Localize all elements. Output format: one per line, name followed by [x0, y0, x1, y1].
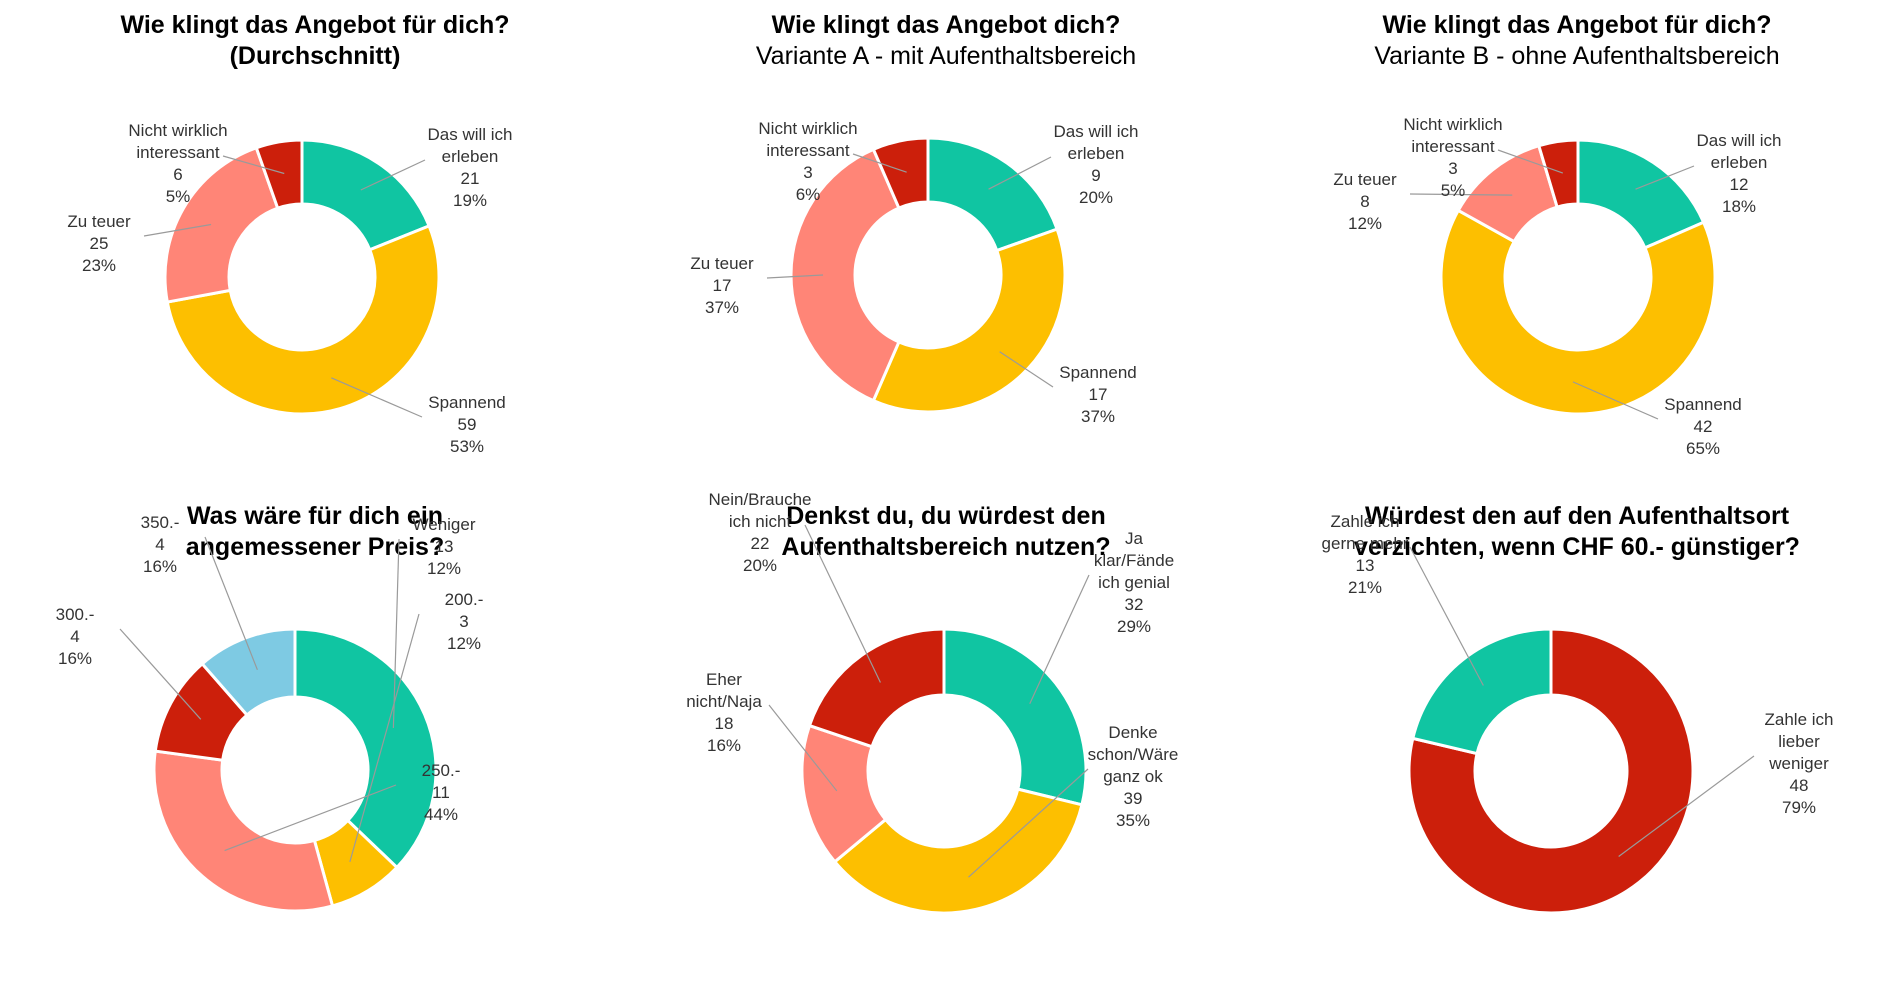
slice-label: Das will ich erleben 21 19% [427, 125, 512, 210]
chart-panel-2: Wie klingt das Angebot dich? Variante A … [631, 0, 1261, 491]
slice-label: Nicht wirklich interessant 6 5% [128, 121, 227, 206]
leader-line [768, 704, 838, 792]
chart-title-line1: Würdest den auf den Aufenthaltsort [1364, 502, 1790, 530]
donut-chart-6: Zahle ich lieber weniger 48 79% Zahle ich gern… [1322, 512, 1834, 915]
donut-slice [871, 136, 930, 211]
slice-label: Eher nicht/Naja 18 16% [686, 670, 762, 755]
donut-slice [1439, 208, 1717, 416]
donut-slice [200, 627, 297, 718]
donut-slice [832, 787, 1084, 915]
slice-label: Zu teuer 8 12% [1333, 170, 1397, 233]
chart-title-line2: verzichten, wenn CHF 60.- günstiger? [1354, 533, 1800, 561]
slice-label: Spannend 42 65% [1664, 395, 1742, 458]
donut-chart-2: Das will ich erleben 9 20% Spannend 17 37% Zu t… [690, 119, 1138, 426]
chart-title-line1: Denkst du, du würdest den [786, 502, 1106, 530]
donut-slice [293, 627, 438, 870]
chart-title-line2: Aufenthaltsbereich nutzen? [781, 533, 1111, 561]
leader-line [204, 536, 258, 671]
donut-slice [807, 627, 946, 749]
leader-line [1409, 193, 1513, 196]
slice-label: Nein/Brauche ich nicht 22 20% [708, 491, 811, 575]
donut-slice [871, 227, 1067, 414]
chart-title-line1: Wie klingt das Angebot für dich? [120, 11, 510, 39]
donut-slice [163, 145, 280, 304]
leader-line [1635, 165, 1695, 190]
leader-line [331, 377, 423, 418]
donut-chart-3: Das will ich erleben 12 18% Spannend 42 65% Zu … [1333, 115, 1781, 458]
slice-label: Spannend 17 37% [1059, 363, 1137, 426]
slice-label: Zu teuer 17 37% [690, 254, 754, 317]
donut-slice [1536, 138, 1580, 209]
donut-slice [926, 136, 1060, 253]
leader-line [119, 628, 202, 720]
slice-label: 350.-4 16% [141, 513, 180, 576]
chart-panel-1: Wie klingt das Angebot für dich? (Durchs… [0, 0, 630, 491]
chart-title: Wie klingt das Angebot für dich? Variant… [1262, 10, 1892, 72]
leader-line [988, 156, 1052, 190]
leader-line [1409, 546, 1484, 686]
slice-label: 250.-11 44% [422, 761, 461, 824]
chart-title-line2: Variante A - mit Aufenthaltsbereich [755, 42, 1137, 70]
slice-label: 300.-4 16% [56, 605, 95, 668]
slice-label: Das will ich erleben 9 20% [1053, 122, 1138, 207]
slice-label: 200.-3 12% [445, 590, 484, 653]
chart-title: Wie klingt das Angebot dich? Variante A … [631, 10, 1261, 72]
chart-title: Wie klingt das Angebot für dich? (Durchs… [0, 10, 630, 72]
leader-line [766, 274, 824, 279]
leader-line [360, 159, 426, 191]
slice-label: Denke schon/Wäre ganz ok 39 35% [1088, 723, 1179, 830]
donut-slice [1576, 138, 1706, 250]
leader-line [1618, 755, 1755, 857]
chart-panel-5: Denkst du, du würdest den Aufenthaltsber… [631, 491, 1261, 982]
donut-slice [165, 223, 441, 416]
leader-line [222, 155, 285, 175]
donut-chart-5: Ja klar/Fände ich genial 32 29% Denke schon/Wä… [686, 491, 1179, 915]
donut-slice [1410, 627, 1553, 756]
chart-title-line1: Wie klingt das Angebot dich? [771, 11, 1121, 39]
chart-panel-4: Was wäre für dich ein angemessener Preis… [0, 491, 630, 982]
chart-title-line1: Wie klingt das Angebot für dich? [1382, 11, 1772, 39]
chart-panel-3: Wie klingt das Angebot für dich? Variant… [1262, 0, 1892, 491]
donut-slice [1407, 627, 1695, 915]
chart-title: Würdest den auf den Aufenthaltsort verzi… [1262, 501, 1892, 563]
slice-label: Spannend 59 53% [428, 393, 506, 456]
slice-label: Zu teuer 25 23% [67, 212, 131, 275]
slice-label: Ja klar/Fände ich genial 32 29% [1094, 529, 1174, 636]
chart-title-line2: Variante B - ohne Aufenthaltsbereich [1374, 42, 1780, 70]
leader-line [224, 784, 397, 852]
chart-title: Was wäre für dich ein angemessener Preis… [0, 501, 630, 563]
slice-label: Zahle ich lieber weniger 48 79% [1765, 710, 1834, 817]
leader-line [1029, 574, 1090, 704]
slice-label: Das will ich erleben 12 18% [1696, 131, 1781, 216]
donut-chart-1: Das will ich erleben 21 19% Spannend 59 53% Zu … [67, 121, 512, 456]
slice-label: Nicht wirklich interessant 3 6% [758, 119, 857, 204]
donut-slice [942, 627, 1088, 807]
donut-slice [152, 749, 335, 913]
chart-title: Denkst du, du würdest den Aufenthaltsber… [631, 501, 1261, 563]
donut-slice [789, 147, 901, 403]
slice-label: Weniger 13 12% [413, 515, 476, 578]
leader-line [968, 768, 1089, 878]
chart-title-line2: (Durchschnitt) [229, 42, 401, 70]
leader-line [349, 613, 420, 863]
chart-title-line2: angemessener Preis? [185, 533, 445, 561]
chart-panel-6: Würdest den auf den Aufenthaltsort verzi… [1262, 491, 1892, 982]
leader-line [1497, 149, 1564, 174]
leader-line [804, 524, 881, 683]
slice-label: Zahle ich gerne mehr 13 21% [1322, 512, 1409, 597]
leader-line [999, 351, 1054, 388]
leader-line [852, 153, 907, 173]
donut-slice [254, 138, 304, 211]
chart-title-line1: Was wäre für dich ein [186, 502, 444, 530]
leader-line [143, 223, 212, 237]
leader-line [1572, 381, 1659, 420]
leader-line [392, 538, 400, 728]
donut-chart-4: Weniger 13 12% 200.-3 12% 250.-11 44% 300.-4 16%… [56, 513, 484, 913]
slice-label: Nicht wirklich interessant 3 5% [1403, 115, 1502, 200]
